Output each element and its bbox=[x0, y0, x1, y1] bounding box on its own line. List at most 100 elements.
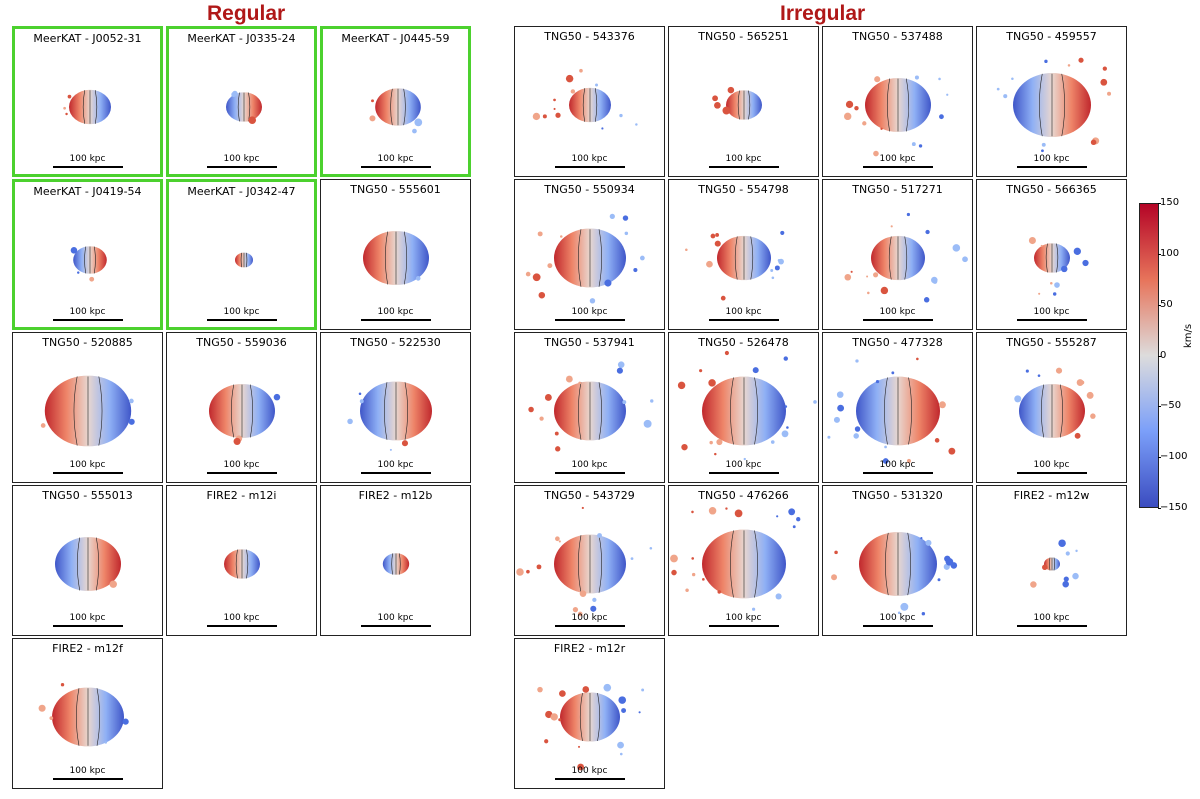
gas-clump bbox=[60, 683, 65, 687]
scale-bar-label: 100 kpc bbox=[223, 154, 260, 164]
panel-title: TNG50 - 522530 bbox=[350, 336, 441, 349]
gas-clump bbox=[792, 525, 796, 529]
gas-clump bbox=[725, 507, 728, 510]
velocity-map bbox=[226, 90, 262, 124]
gas-clump bbox=[1078, 57, 1084, 63]
scale-bar-label: 100 kpc bbox=[571, 307, 608, 317]
colorbar-tick-label: −150 bbox=[1157, 502, 1188, 513]
panel-tng50-565251: TNG50 - 565251 100 kpc bbox=[668, 26, 819, 177]
scale-bar bbox=[360, 625, 431, 627]
colorbar-tick-label: −100 bbox=[1157, 451, 1188, 463]
velocity-map bbox=[38, 683, 129, 747]
gas-clump bbox=[875, 379, 880, 384]
panel-title: TNG50 - 477328 bbox=[852, 336, 943, 349]
gas-clump bbox=[862, 121, 867, 126]
velocity-contour bbox=[598, 229, 602, 287]
gas-clump bbox=[921, 611, 926, 616]
gas-clump bbox=[601, 127, 604, 130]
gas-clump bbox=[232, 90, 238, 97]
gas-clump bbox=[579, 590, 587, 597]
velocity-contour bbox=[404, 382, 408, 440]
gas-clump bbox=[358, 392, 362, 396]
gas-clump bbox=[780, 230, 785, 235]
scale-bar-label: 100 kpc bbox=[725, 307, 762, 317]
velocity-map bbox=[525, 213, 645, 304]
velocity-contour bbox=[94, 90, 98, 124]
gas-clump bbox=[777, 259, 781, 262]
velocity-map bbox=[677, 350, 817, 461]
gas-clump bbox=[1090, 139, 1097, 146]
colorbar-tick-label: 100 bbox=[1157, 247, 1180, 259]
velocity-contour bbox=[245, 252, 248, 268]
gas-clump bbox=[708, 379, 716, 387]
velocity-map bbox=[55, 536, 121, 592]
gas-clump bbox=[609, 213, 615, 219]
scale-bar bbox=[862, 625, 933, 627]
scale-bar-label: 100 kpc bbox=[879, 154, 916, 164]
gas-clump bbox=[650, 399, 654, 403]
gas-clump bbox=[415, 276, 421, 281]
velocity-contour bbox=[403, 231, 408, 285]
panel-tng50-559036: TNG50 - 559036 100 kpc bbox=[166, 332, 317, 483]
panel-title: TNG50 - 543729 bbox=[544, 489, 635, 502]
colorbar-tick-label: 50 bbox=[1158, 298, 1173, 310]
velocity-contour bbox=[578, 382, 582, 440]
gas-clump bbox=[412, 128, 417, 134]
scale-bar bbox=[1016, 166, 1087, 168]
panel-fire2-m12f: FIRE2 - m12f 100 kpc bbox=[12, 638, 163, 789]
gas-clump bbox=[784, 405, 788, 408]
velocity-map bbox=[844, 212, 968, 303]
gas-clump bbox=[553, 98, 556, 102]
gas-clump bbox=[691, 572, 696, 577]
gas-clump bbox=[1072, 572, 1079, 580]
velocity-map bbox=[827, 357, 956, 464]
scale-bar-label: 100 kpc bbox=[571, 154, 608, 164]
gas-clump bbox=[1062, 580, 1069, 588]
gas-clump bbox=[38, 704, 46, 712]
gas-clump bbox=[776, 515, 779, 518]
velocity-contour bbox=[578, 535, 582, 593]
panel-title: TNG50 - 520885 bbox=[42, 336, 133, 349]
gas-clump bbox=[1061, 265, 1068, 273]
panel-tng50-555013: TNG50 - 555013 100 kpc bbox=[12, 485, 163, 636]
gas-clump bbox=[65, 112, 68, 116]
gas-clump bbox=[786, 426, 789, 429]
gas-clump bbox=[129, 398, 134, 404]
panel-tng50-554798: TNG50 - 554798 100 kpc bbox=[668, 179, 819, 330]
gas-clump bbox=[796, 517, 801, 522]
velocity-contour bbox=[1053, 557, 1055, 571]
gas-clump bbox=[604, 279, 612, 287]
gas-clump bbox=[630, 557, 634, 560]
gas-clump bbox=[555, 536, 560, 542]
scale-bar-label: 100 kpc bbox=[69, 460, 106, 470]
gas-clump bbox=[844, 273, 852, 281]
gas-clump bbox=[1041, 149, 1044, 153]
velocity-map bbox=[363, 230, 429, 286]
panel-title: TNG50 - 517271 bbox=[852, 183, 943, 196]
gas-clump bbox=[752, 367, 759, 374]
scale-bar bbox=[862, 166, 933, 168]
gas-clump bbox=[619, 113, 623, 118]
velocity-map bbox=[209, 383, 281, 445]
velocity-contour bbox=[237, 92, 240, 122]
scale-bar bbox=[206, 472, 277, 474]
gas-clump bbox=[559, 235, 563, 238]
velocity-contour bbox=[579, 692, 583, 742]
gas-clump bbox=[890, 225, 893, 228]
gas-clump bbox=[1107, 91, 1112, 96]
gas-clump bbox=[1030, 581, 1037, 588]
gas-clump bbox=[670, 554, 678, 563]
panel-meerkat-j0335-24: MeerKAT - J0335-24 100 kpc bbox=[166, 26, 317, 177]
gas-clump bbox=[914, 75, 919, 80]
velocity-map bbox=[70, 246, 107, 282]
gas-clump bbox=[1037, 374, 1041, 377]
panel-title: TNG50 - 476266 bbox=[698, 489, 789, 502]
gas-clump bbox=[1067, 64, 1071, 67]
gas-clump bbox=[603, 683, 612, 692]
gas-clump bbox=[401, 440, 409, 447]
gas-clump bbox=[579, 68, 583, 73]
panel-title: FIRE2 - m12i bbox=[206, 489, 277, 502]
velocity-map bbox=[1030, 539, 1079, 588]
scale-bar bbox=[52, 778, 123, 780]
gas-clump bbox=[1075, 549, 1078, 553]
